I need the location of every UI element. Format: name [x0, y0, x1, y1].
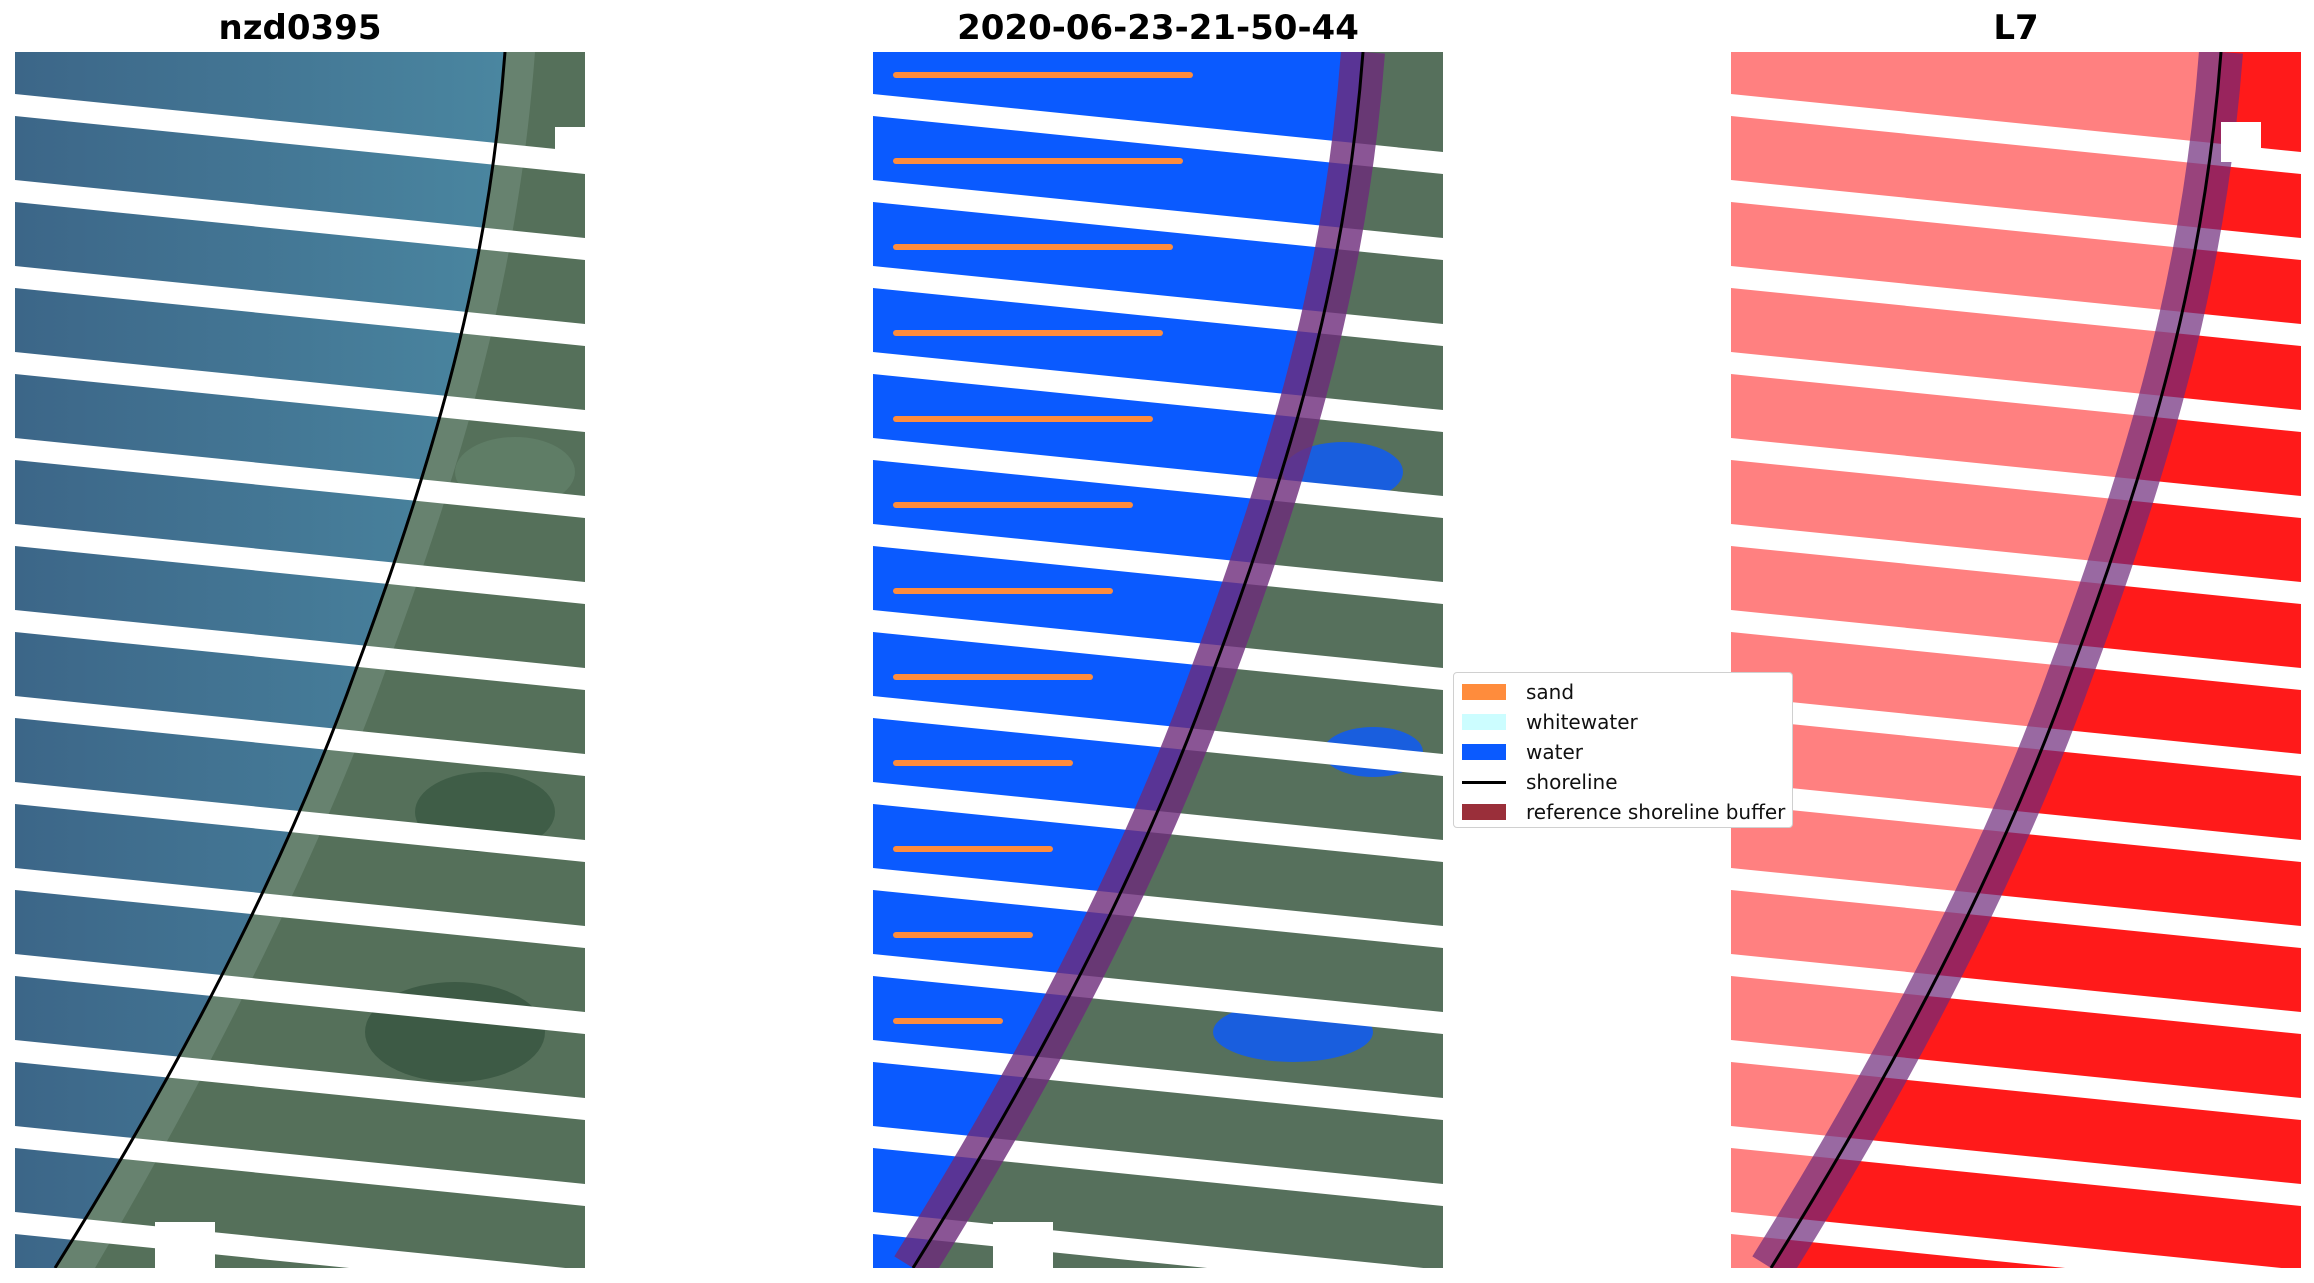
- shoreline: [1769, 52, 2223, 1268]
- legend: sand whitewater water shoreline referenc…: [1453, 672, 1793, 828]
- index-panel: [1731, 52, 2301, 1268]
- legend-label-buffer: reference shoreline buffer: [1526, 800, 1786, 824]
- shoreline: [53, 52, 507, 1268]
- legend-item-buffer: reference shoreline buffer: [1462, 797, 1786, 827]
- legend-swatch-whitewater: [1462, 714, 1506, 730]
- shoreline: [911, 52, 1365, 1268]
- legend-item-sand: sand: [1462, 677, 1784, 707]
- cloud-mask: [993, 1222, 1053, 1268]
- classification-panel: [873, 52, 1443, 1268]
- rgb-image-panel: [15, 52, 585, 1268]
- legend-item-water: water: [1462, 737, 1784, 767]
- index-image: [1731, 52, 2301, 1268]
- scan-line-gaps: [873, 94, 1443, 1268]
- cloud-mask: [2221, 122, 2261, 162]
- water-class-area: [873, 52, 1363, 1268]
- scan-line-gaps: [15, 94, 585, 1268]
- ocean-area: [15, 52, 505, 1268]
- rgb-image: [15, 52, 585, 1268]
- legend-label-water: water: [1526, 740, 1583, 764]
- panel-title-classification: 2020-06-23-21-50-44: [957, 8, 1359, 48]
- classification-image: [873, 52, 1443, 1268]
- sand-class-dots: [893, 72, 1193, 1024]
- panel-title-index: L7: [1993, 8, 2039, 48]
- legend-label-whitewater: whitewater: [1526, 710, 1638, 734]
- legend-swatch-sand: [1462, 684, 1506, 700]
- legend-label-sand: sand: [1526, 680, 1575, 704]
- legend-swatch-buffer: [1462, 804, 1506, 820]
- legend-label-shoreline: shoreline: [1526, 770, 1618, 794]
- legend-line-shoreline: [1462, 780, 1506, 784]
- panel-title-rgb: nzd0395: [218, 8, 382, 48]
- water-index-area: [1731, 52, 2221, 1268]
- scan-line-gaps: [1731, 94, 2301, 1268]
- legend-item-shoreline: shoreline: [1462, 767, 1784, 797]
- legend-swatch-water: [1462, 744, 1506, 760]
- cloud-mask: [155, 1222, 215, 1268]
- legend-item-whitewater: whitewater: [1462, 707, 1784, 737]
- cloud-mask: [555, 127, 585, 167]
